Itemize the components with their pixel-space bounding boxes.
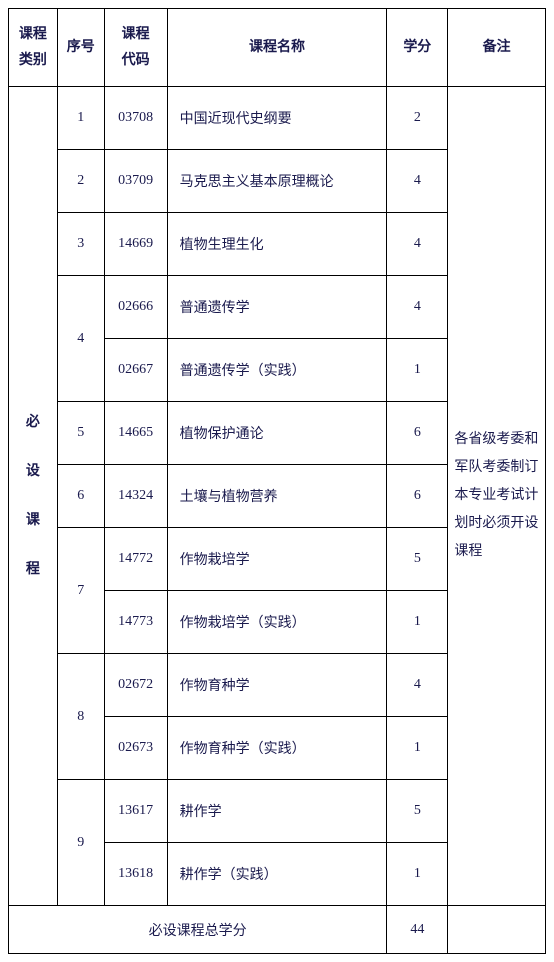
- credit-cell: 1: [387, 339, 448, 402]
- credit-cell: 1: [387, 717, 448, 780]
- seq-cell: 4: [57, 276, 104, 402]
- credit-cell: 6: [387, 402, 448, 465]
- seq-cell: 3: [57, 213, 104, 276]
- credit-cell: 1: [387, 843, 448, 906]
- header-row: 课程类别 序号 课程代码 课程名称 学分 备注: [9, 9, 546, 87]
- code-cell: 02673: [104, 717, 167, 780]
- credit-cell: 5: [387, 528, 448, 591]
- credit-cell: 5: [387, 780, 448, 843]
- name-cell: 作物育种学: [167, 654, 387, 717]
- code-cell: 14665: [104, 402, 167, 465]
- code-cell: 02666: [104, 276, 167, 339]
- name-cell: 作物栽培学: [167, 528, 387, 591]
- code-cell: 03708: [104, 87, 167, 150]
- category-cell: 必设课程: [9, 87, 58, 906]
- code-cell: 14324: [104, 465, 167, 528]
- code-cell: 13617: [104, 780, 167, 843]
- name-cell: 植物保护通论: [167, 402, 387, 465]
- remark-cell: 各省级考委和军队考委制订本专业考试计划时必须开设课程: [448, 87, 546, 906]
- seq-cell: 5: [57, 402, 104, 465]
- code-cell: 14669: [104, 213, 167, 276]
- name-cell: 耕作学（实践）: [167, 843, 387, 906]
- table-row: 必设课程 1 03708 中国近现代史纲要 2 各省级考委和军队考委制订本专业考…: [9, 87, 546, 150]
- code-cell: 03709: [104, 150, 167, 213]
- total-remark: [448, 906, 546, 954]
- credit-cell: 1: [387, 591, 448, 654]
- header-category: 课程类别: [9, 9, 58, 87]
- code-cell: 14772: [104, 528, 167, 591]
- name-cell: 中国近现代史纲要: [167, 87, 387, 150]
- remark-text: 各省级考委和军队考委制订本专业考试计划时必须开设课程: [448, 418, 545, 574]
- code-cell: 02667: [104, 339, 167, 402]
- name-cell: 土壤与植物营养: [167, 465, 387, 528]
- name-cell: 作物育种学（实践）: [167, 717, 387, 780]
- seq-cell: 7: [57, 528, 104, 654]
- course-table: 课程类别 序号 课程代码 课程名称 学分 备注 必设课程 1 03708 中国近…: [8, 8, 546, 954]
- total-value: 44: [387, 906, 448, 954]
- header-name: 课程名称: [167, 9, 387, 87]
- seq-cell: 1: [57, 87, 104, 150]
- credit-cell: 4: [387, 150, 448, 213]
- name-cell: 普通遗传学: [167, 276, 387, 339]
- credit-cell: 6: [387, 465, 448, 528]
- code-cell: 02672: [104, 654, 167, 717]
- credit-cell: 4: [387, 213, 448, 276]
- name-cell: 作物栽培学（实践）: [167, 591, 387, 654]
- name-cell: 植物生理生化: [167, 213, 387, 276]
- total-label: 必设课程总学分: [9, 906, 387, 954]
- credit-cell: 4: [387, 654, 448, 717]
- total-row: 必设课程总学分 44: [9, 906, 546, 954]
- credit-cell: 2: [387, 87, 448, 150]
- category-label: 必设课程: [9, 398, 57, 594]
- credit-cell: 4: [387, 276, 448, 339]
- header-seq: 序号: [57, 9, 104, 87]
- code-cell: 13618: [104, 843, 167, 906]
- seq-cell: 9: [57, 780, 104, 906]
- name-cell: 马克思主义基本原理概论: [167, 150, 387, 213]
- header-remark: 备注: [448, 9, 546, 87]
- header-code: 课程代码: [104, 9, 167, 87]
- seq-cell: 8: [57, 654, 104, 780]
- header-credit: 学分: [387, 9, 448, 87]
- seq-cell: 2: [57, 150, 104, 213]
- code-cell: 14773: [104, 591, 167, 654]
- seq-cell: 6: [57, 465, 104, 528]
- name-cell: 耕作学: [167, 780, 387, 843]
- name-cell: 普通遗传学（实践）: [167, 339, 387, 402]
